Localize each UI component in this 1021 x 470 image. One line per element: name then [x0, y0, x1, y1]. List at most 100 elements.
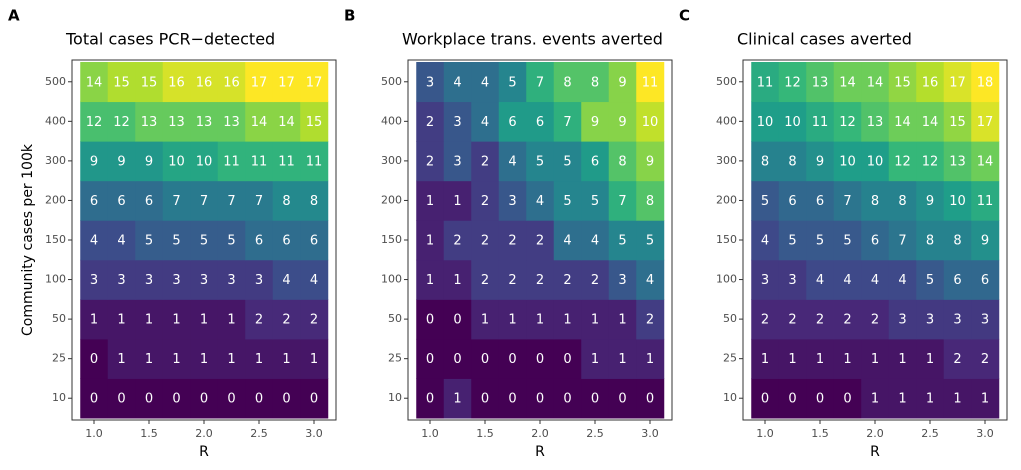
tile-label: 2: [426, 154, 434, 169]
tile: [135, 338, 164, 379]
tile: [806, 101, 835, 142]
tile: [245, 259, 274, 300]
tile-label: 6: [145, 194, 153, 209]
tile-label: 13: [168, 115, 185, 130]
tile-label: 7: [563, 115, 571, 130]
tile-label: 1: [536, 313, 544, 328]
tile-label: 3: [618, 273, 626, 288]
y-tick-label: 500: [716, 75, 737, 88]
panel-title: Clinical cases averted: [737, 30, 912, 49]
tile-label: 1: [90, 313, 98, 328]
tile-label: 1: [618, 352, 626, 367]
tile-label: 9: [90, 154, 98, 169]
tile-label: 6: [536, 115, 544, 130]
y-tick-label: 200: [716, 193, 737, 206]
tile: [245, 62, 274, 103]
tile: [608, 299, 637, 340]
tile-label: 14: [278, 115, 295, 130]
tile: [162, 259, 191, 300]
x-tick-label: 3.0: [976, 427, 994, 440]
tile: [636, 338, 665, 379]
tile-label: 1: [200, 352, 208, 367]
tile-label: 11: [812, 115, 829, 130]
tile-label: 8: [898, 194, 906, 209]
tile: [135, 141, 164, 182]
tile: [778, 378, 807, 419]
tile-label: 2: [481, 154, 489, 169]
tile: [471, 101, 500, 142]
tile: [608, 338, 637, 379]
tile-label: 1: [172, 313, 180, 328]
tile-label: 2: [310, 313, 318, 328]
tile-label: 5: [591, 194, 599, 209]
tile-label: 2: [816, 313, 824, 328]
tile: [553, 299, 582, 340]
tile: [861, 101, 890, 142]
tile-label: 4: [563, 234, 571, 249]
tile-label: 16: [223, 75, 240, 90]
tile: [971, 299, 1000, 340]
tile-label: 10: [757, 115, 774, 130]
y-tick-label: 500: [45, 75, 66, 88]
tile: [217, 299, 246, 340]
tile-label: 14: [86, 75, 103, 90]
tile: [162, 180, 191, 221]
tile: [751, 259, 780, 300]
tile-label: 6: [117, 194, 125, 209]
tile: [751, 62, 780, 103]
y-tick-label: 25: [52, 352, 66, 365]
tile: [80, 101, 109, 142]
tile-label: 4: [816, 273, 824, 288]
tile-label: 14: [894, 115, 911, 130]
tile: [300, 101, 329, 142]
tile: [806, 141, 835, 182]
tile-label: 3: [788, 273, 796, 288]
tile: [245, 338, 274, 379]
tile: [888, 180, 917, 221]
tile-label: 17: [949, 75, 966, 90]
tile-label: 2: [282, 313, 290, 328]
tile-label: 4: [117, 234, 125, 249]
tile: [190, 259, 219, 300]
tile-label: 7: [898, 234, 906, 249]
tile-label: 13: [867, 115, 884, 130]
tile-label: 1: [282, 352, 290, 367]
tile: [751, 141, 780, 182]
tile: [916, 141, 945, 182]
tile: [107, 338, 136, 379]
tile: [162, 299, 191, 340]
tile-label: 11: [278, 154, 295, 169]
tile: [245, 378, 274, 419]
tile: [300, 180, 329, 221]
tile-label: 12: [922, 154, 939, 169]
tile: [416, 62, 445, 103]
panel-letter: C: [679, 7, 690, 25]
tile-label: 5: [145, 234, 153, 249]
tile: [751, 299, 780, 340]
tile: [471, 220, 500, 261]
tile-label: 12: [784, 75, 801, 90]
tile: [943, 338, 972, 379]
tile: [861, 220, 890, 261]
tile: [190, 378, 219, 419]
y-tick-label: 150: [381, 233, 402, 246]
tile: [833, 299, 862, 340]
tile-label: 4: [282, 273, 290, 288]
tile-label: 0: [453, 352, 461, 367]
tile-label: 4: [481, 75, 489, 90]
tile-label: 1: [200, 313, 208, 328]
tile-label: 13: [812, 75, 829, 90]
tile: [861, 62, 890, 103]
tile: [135, 62, 164, 103]
tile-label: 9: [646, 154, 654, 169]
tile-label: 8: [646, 194, 654, 209]
tile-label: 3: [200, 273, 208, 288]
tile-label: 4: [453, 75, 461, 90]
tile: [778, 180, 807, 221]
tile-label: 4: [843, 273, 851, 288]
tile-label: 6: [953, 273, 961, 288]
tile: [943, 259, 972, 300]
tile-label: 13: [196, 115, 213, 130]
y-tick-label: 200: [45, 193, 66, 206]
